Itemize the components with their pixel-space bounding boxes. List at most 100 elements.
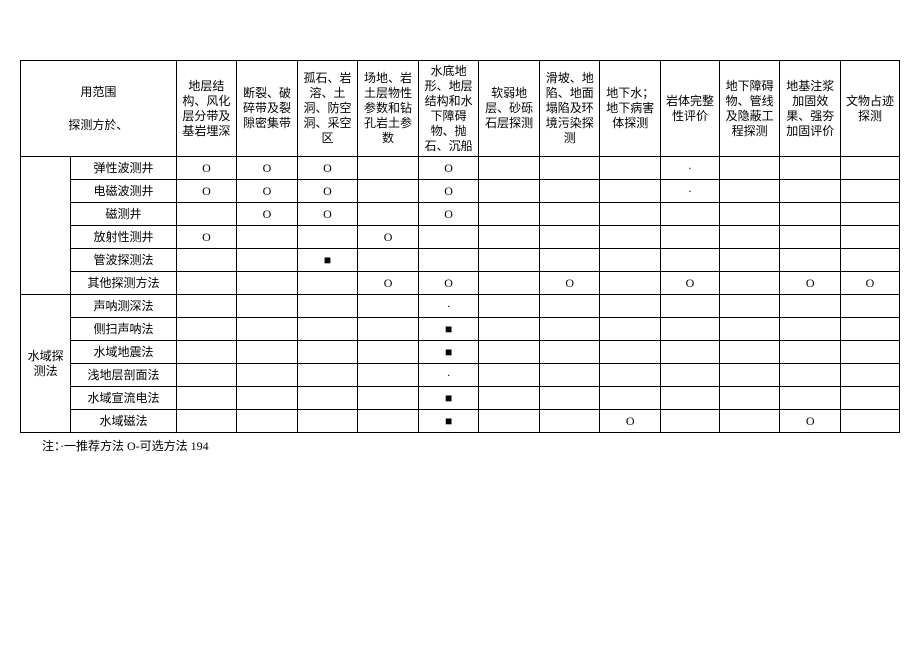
cell [719,203,780,226]
cell: O [600,410,661,433]
cell [479,180,540,203]
cell [719,387,780,410]
cell [418,226,479,249]
table-row: 水域探测法 声呐测深法 · [21,295,900,318]
cell [176,387,237,410]
cell [719,226,780,249]
cell [176,272,237,295]
col-header: 地下水；地下病害体探测 [600,61,661,157]
cell [176,410,237,433]
col-header: 文物占迹探测 [840,61,899,157]
method-name: 声呐测深法 [71,295,176,318]
cell [479,387,540,410]
cell [479,341,540,364]
cell: O [780,410,841,433]
cell [600,387,661,410]
cell [479,364,540,387]
cell [297,341,358,364]
cell [661,341,720,364]
cell [479,226,540,249]
table-row: 管波探测法 ■ [21,249,900,272]
cell: ■ [418,410,479,433]
cell: O [418,203,479,226]
cell [600,249,661,272]
cell [479,318,540,341]
cell [780,341,841,364]
cell [237,249,298,272]
method-name: 磁测井 [71,203,176,226]
cell [840,295,899,318]
cell [780,157,841,180]
cell [297,387,358,410]
cell [176,318,237,341]
cell: O [358,226,419,249]
cell [539,249,600,272]
cell [479,249,540,272]
cell [719,318,780,341]
cell [780,364,841,387]
cell: O [176,180,237,203]
cell [358,341,419,364]
cell [539,157,600,180]
table-row: 磁测井 O O O [21,203,900,226]
header-bottom-label: 探测方於、 [25,118,172,133]
cell: · [418,295,479,318]
method-name: 其他探测方法 [71,272,176,295]
cell [176,364,237,387]
cell: O [418,157,479,180]
col-header: 孤石、岩溶、土洞、防空洞、采空区 [297,61,358,157]
cell [297,318,358,341]
table-row: 水域地震法 ■ [21,341,900,364]
cell [840,318,899,341]
cell [719,295,780,318]
table-row: 水域宣流电法 ■ [21,387,900,410]
table-row: 电磁波测井 O O O O · [21,180,900,203]
cell [297,272,358,295]
cell [840,341,899,364]
cell: O [176,226,237,249]
cell: ■ [418,318,479,341]
cell [297,226,358,249]
method-name: 管波探测法 [71,249,176,272]
cell [600,203,661,226]
cell [539,318,600,341]
method-name: 侧扫声呐法 [71,318,176,341]
cell [840,410,899,433]
cell [297,410,358,433]
method-name: 弹性波测井 [71,157,176,180]
cell: O [418,180,479,203]
cell [719,341,780,364]
table-row: 浅地层剖面法 · [21,364,900,387]
cell [237,364,298,387]
cell: O [297,180,358,203]
col-header: 断裂、破碎带及裂隙密集带 [237,61,298,157]
cell [358,410,419,433]
method-name: 电磁波测井 [71,180,176,203]
table-footnote: 注：·一推荐方法 O-可选方法 194 [42,437,900,454]
cell [479,203,540,226]
cell: O [539,272,600,295]
cell [719,272,780,295]
cell [780,318,841,341]
header-left-cell: 用范围 探测方於、 [21,61,177,157]
cell [600,341,661,364]
cell [358,180,419,203]
cell: · [661,157,720,180]
cell [661,387,720,410]
cell [600,157,661,180]
survey-methods-table: 用范围 探测方於、 地层结构、风化层分带及基岩埋深 断裂、破碎带及裂隙密集带 孤… [20,60,900,433]
cell [237,226,298,249]
category-blank [21,157,71,295]
cell: O [237,203,298,226]
cell [840,364,899,387]
cell [840,226,899,249]
method-name: 放射性测井 [71,226,176,249]
cell [719,157,780,180]
cell [539,341,600,364]
cell [780,387,841,410]
cell [661,364,720,387]
cell [176,203,237,226]
cell: O [176,157,237,180]
cell [719,410,780,433]
cell [600,318,661,341]
